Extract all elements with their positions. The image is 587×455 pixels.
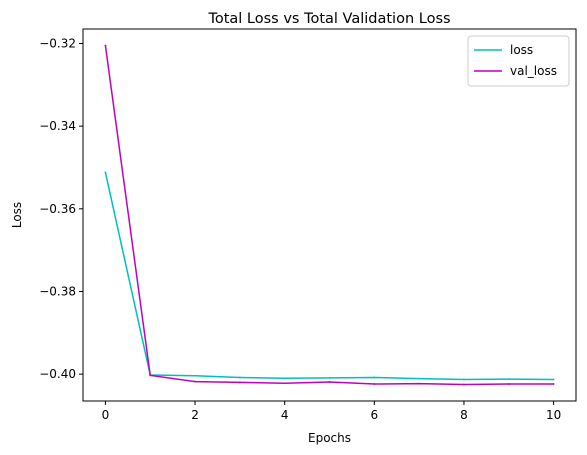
data-point bbox=[552, 383, 555, 385]
x-tick-label: 8 bbox=[460, 408, 468, 422]
data-point bbox=[104, 171, 107, 174]
plot-area bbox=[82, 28, 577, 402]
data-point bbox=[328, 381, 331, 383]
x-axis: 0 2 4 6 8 10 bbox=[102, 401, 561, 422]
data-point bbox=[373, 383, 376, 385]
y-tick-label: −0.36 bbox=[39, 202, 76, 216]
plot-frame bbox=[82, 28, 577, 402]
series-line-loss bbox=[104, 172, 554, 381]
data-point bbox=[194, 374, 196, 377]
y-tick-label: −0.32 bbox=[39, 36, 76, 50]
data-point bbox=[328, 376, 331, 379]
legend: loss val_loss bbox=[467, 35, 570, 87]
data-point bbox=[552, 378, 555, 381]
y-tick-label: −0.34 bbox=[39, 119, 76, 133]
series-line-val-loss bbox=[104, 45, 554, 386]
data-point bbox=[149, 374, 152, 377]
x-tick-label: 6 bbox=[370, 408, 378, 422]
x-axis-label: Epochs bbox=[308, 431, 351, 445]
data-point bbox=[373, 376, 376, 379]
x-tick-label: 10 bbox=[546, 408, 561, 422]
data-point bbox=[104, 44, 107, 47]
chart-title: Total Loss vs Total Validation Loss bbox=[207, 11, 450, 27]
data-point bbox=[283, 382, 286, 385]
x-tick-label: 0 bbox=[102, 408, 110, 422]
x-tick-label: 4 bbox=[281, 408, 289, 422]
data-point bbox=[418, 382, 421, 385]
data-point bbox=[238, 376, 241, 379]
legend-box bbox=[467, 35, 570, 87]
y-tick-label: −0.40 bbox=[39, 367, 76, 381]
data-point bbox=[194, 380, 196, 383]
legend-label: val_loss bbox=[510, 64, 557, 78]
series-lines bbox=[104, 44, 555, 386]
x-tick-label: 2 bbox=[191, 408, 199, 422]
data-point bbox=[507, 383, 510, 385]
data-point bbox=[238, 381, 241, 384]
data-point bbox=[283, 377, 286, 380]
y-tick-label: −0.38 bbox=[39, 284, 76, 298]
y-axis: −0.40 −0.38 −0.36 −0.34 −0.32 bbox=[39, 36, 83, 381]
data-point bbox=[507, 378, 510, 380]
data-point bbox=[418, 377, 421, 380]
y-axis-label: Loss bbox=[10, 202, 24, 228]
data-point bbox=[463, 378, 465, 381]
data-point bbox=[463, 383, 465, 386]
legend-label: loss bbox=[510, 43, 533, 57]
